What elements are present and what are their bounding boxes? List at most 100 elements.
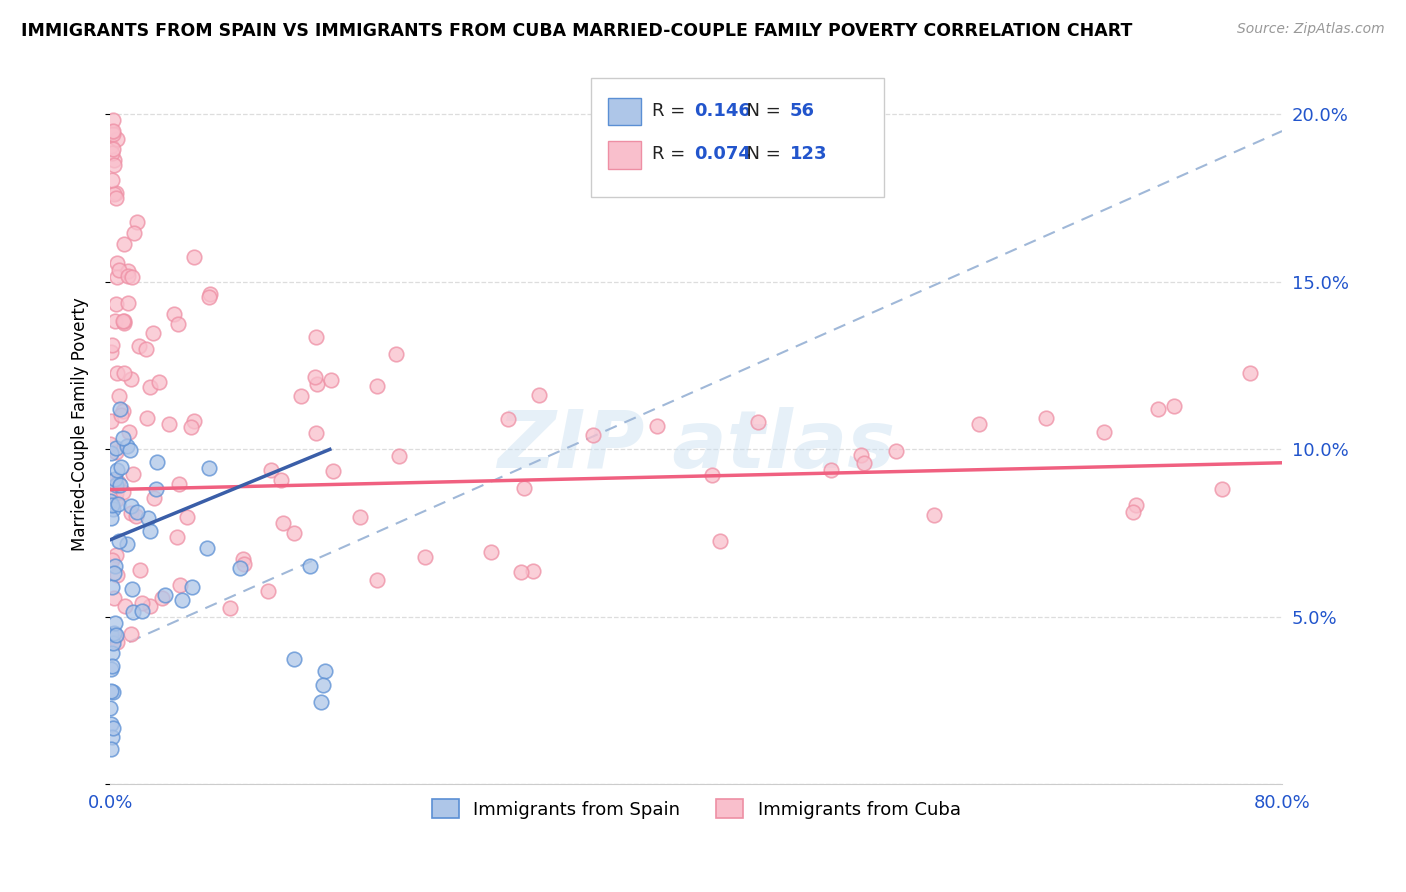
Point [180, 580, 202, 594]
Point [101, 636, 124, 650]
Text: N =: N = [735, 102, 786, 120]
Point [104, 472, 127, 486]
Point [349, 510, 371, 524]
Point [136, 510, 159, 524]
Point [271, 516, 294, 530]
Point [101, 685, 124, 699]
Point [100, 498, 122, 512]
Point [101, 580, 124, 594]
Point [101, 145, 124, 160]
Point [120, 626, 142, 640]
Point [108, 533, 131, 548]
Point [104, 445, 127, 459]
Point [104, 631, 127, 645]
Point [527, 388, 550, 402]
Point [108, 389, 131, 403]
Point [820, 463, 842, 477]
Point [100, 139, 122, 153]
Point [176, 510, 198, 524]
Point [101, 338, 124, 352]
Point [100, 511, 122, 525]
Point [98, 494, 121, 508]
Point [105, 635, 128, 649]
Point [121, 270, 143, 285]
Text: R =: R = [651, 102, 690, 120]
Point [107, 497, 129, 511]
Point [305, 330, 328, 344]
Text: ZIP atlas: ZIP atlas [498, 407, 896, 485]
Point [131, 604, 153, 618]
Point [103, 153, 125, 167]
Point [304, 370, 326, 384]
Point [522, 564, 544, 578]
Point [121, 582, 143, 596]
Point [197, 461, 219, 475]
Point [131, 596, 153, 610]
Point [148, 375, 170, 389]
Point [101, 112, 124, 127]
Point [101, 124, 124, 138]
Point [1147, 401, 1170, 416]
Point [101, 142, 124, 156]
Point [299, 558, 322, 573]
Point [111, 432, 134, 446]
Point [111, 403, 134, 417]
Point [709, 533, 731, 548]
Point [146, 455, 169, 469]
Point [100, 345, 122, 359]
Point [105, 462, 128, 476]
Text: 0.146: 0.146 [693, 102, 751, 120]
Point [922, 508, 945, 522]
Point [103, 187, 125, 202]
Point [198, 290, 221, 304]
Point [1211, 482, 1233, 496]
Point [105, 366, 128, 380]
Point [849, 448, 872, 462]
Point [167, 477, 190, 491]
Point [105, 568, 128, 582]
Point [122, 467, 145, 482]
Point [218, 601, 240, 615]
Point [101, 731, 124, 745]
Point [111, 484, 134, 499]
Point [101, 722, 124, 736]
Point [270, 473, 292, 487]
Text: N =: N = [735, 145, 786, 163]
Point [101, 646, 124, 660]
Point [260, 463, 283, 477]
Point [169, 578, 191, 592]
Point [145, 482, 167, 496]
Point [104, 441, 127, 455]
Point [100, 626, 122, 640]
Point [232, 552, 254, 566]
Point [103, 591, 125, 606]
Point [112, 314, 135, 328]
Point [120, 499, 142, 513]
Point [366, 573, 388, 587]
Point [111, 314, 134, 328]
Legend: Immigrants from Spain, Immigrants from Cuba: Immigrants from Spain, Immigrants from C… [425, 792, 967, 826]
Point [155, 588, 177, 602]
Point [122, 226, 145, 240]
Point [120, 372, 142, 386]
Point [100, 662, 122, 676]
Point [384, 347, 406, 361]
FancyBboxPatch shape [591, 78, 883, 197]
Point [312, 678, 335, 692]
Point [105, 270, 128, 285]
Point [305, 376, 328, 391]
Point [118, 425, 141, 439]
Point [101, 502, 124, 516]
Point [702, 467, 724, 482]
Point [314, 665, 336, 679]
Point [305, 425, 328, 440]
Point [163, 307, 186, 321]
Point [138, 380, 160, 394]
Point [321, 373, 343, 387]
Text: R =: R = [651, 145, 690, 163]
Text: 0.074: 0.074 [693, 145, 751, 163]
Point [582, 427, 605, 442]
Point [117, 296, 139, 310]
Point [309, 695, 332, 709]
Point [747, 415, 769, 429]
